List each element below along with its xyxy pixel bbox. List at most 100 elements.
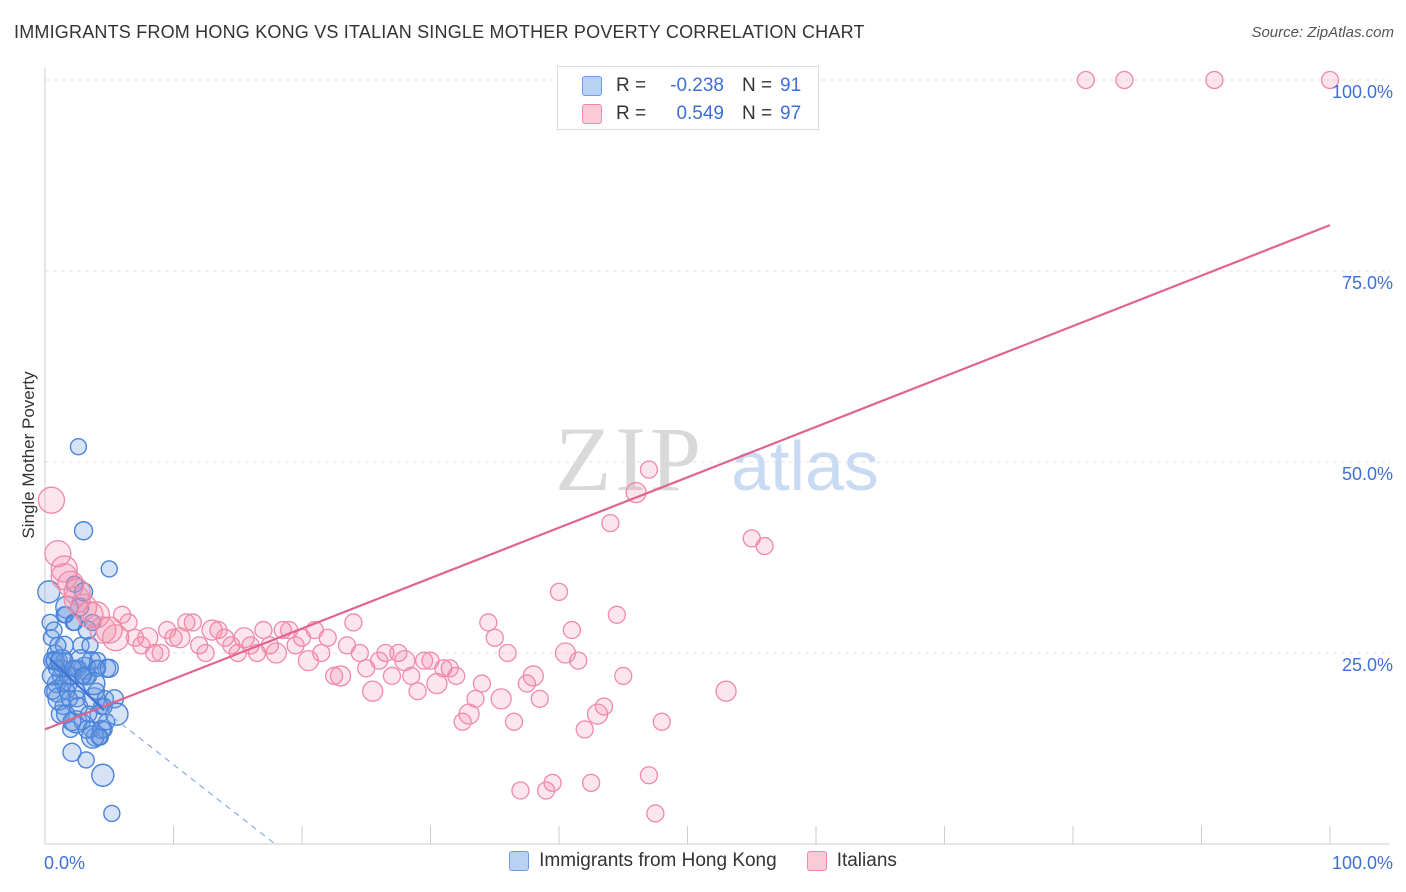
data-point-italians bbox=[324, 666, 344, 686]
data-point-italians bbox=[50, 562, 78, 591]
y-tick-label: 50.0% bbox=[1342, 464, 1393, 484]
data-point-italians bbox=[382, 666, 402, 686]
y-tick-label: 100.0% bbox=[1332, 82, 1393, 102]
stats-row-hong-kong: R = -0.238 N = 91 bbox=[582, 71, 801, 101]
watermark-zip: ZIP bbox=[555, 408, 705, 510]
trend-line-italians bbox=[44, 224, 1331, 731]
data-point-italians bbox=[498, 643, 517, 663]
y-axis-label: Single Mother Poverty bbox=[19, 371, 38, 539]
data-point-italians bbox=[575, 720, 594, 739]
data-point-hong-kong bbox=[74, 667, 93, 685]
data-point-hong-kong bbox=[100, 560, 118, 578]
y-tick-label: 25.0% bbox=[1342, 655, 1393, 675]
data-point-italians bbox=[447, 666, 466, 686]
data-point-hong-kong bbox=[65, 613, 84, 632]
data-point-italians bbox=[715, 680, 737, 702]
data-point-italians bbox=[562, 620, 581, 640]
stats-swatch-hong-kong bbox=[582, 76, 602, 96]
data-point-italians bbox=[312, 643, 331, 663]
watermark-atlas: atlas bbox=[731, 427, 879, 505]
data-point-italians bbox=[1115, 70, 1134, 90]
trend-line-hong-kong bbox=[49, 658, 105, 712]
y-tick-label: 75.0% bbox=[1342, 273, 1393, 293]
n-value: 97 bbox=[780, 103, 802, 124]
data-point-italians bbox=[755, 536, 774, 556]
data-point-italians bbox=[164, 628, 183, 647]
legend: Immigrants from Hong Kong Italians bbox=[0, 850, 1406, 872]
data-point-italians bbox=[511, 781, 530, 800]
data-point-italians bbox=[466, 689, 485, 708]
data-point-italians bbox=[490, 688, 512, 710]
data-point-italians bbox=[1205, 70, 1224, 90]
chart-title: IMMIGRANTS FROM HONG KONG VS ITALIAN SIN… bbox=[14, 22, 865, 42]
trend-extension-hong-kong bbox=[103, 709, 276, 845]
data-point-hong-kong bbox=[103, 804, 121, 823]
data-point-italians bbox=[607, 605, 626, 624]
data-point-italians bbox=[1076, 70, 1095, 90]
series-hong-kong bbox=[37, 438, 129, 823]
data-point-hong-kong bbox=[77, 751, 95, 769]
data-point-italians bbox=[504, 712, 524, 731]
x-tick-label: 100.0% bbox=[1332, 853, 1393, 873]
data-point-italians bbox=[402, 666, 421, 686]
data-point-hong-kong bbox=[73, 521, 94, 541]
data-point-hong-kong bbox=[99, 658, 119, 678]
trend-lines bbox=[44, 224, 1331, 845]
data-point-italians bbox=[329, 665, 352, 687]
r-label: R = bbox=[616, 75, 647, 96]
data-point-italians bbox=[569, 651, 588, 670]
data-point-italians bbox=[639, 766, 659, 785]
data-point-hong-kong bbox=[91, 763, 115, 787]
data-point-italians bbox=[119, 613, 138, 632]
data-point-italians bbox=[63, 585, 91, 614]
data-point-hong-kong bbox=[69, 438, 88, 456]
data-point-italians bbox=[485, 628, 504, 647]
legend-swatch-italians bbox=[806, 851, 827, 871]
legend-label-italians: Italians bbox=[836, 850, 897, 871]
data-point-italians bbox=[89, 616, 117, 644]
data-point-italians bbox=[350, 643, 369, 663]
data-point-italians bbox=[652, 712, 671, 731]
data-point-italians bbox=[102, 624, 130, 652]
n-value: 91 bbox=[780, 75, 802, 96]
data-point-italians bbox=[549, 582, 569, 602]
data-point-hong-kong bbox=[45, 621, 63, 639]
r-label: R = bbox=[616, 103, 647, 124]
data-point-hong-kong bbox=[82, 671, 106, 696]
data-point-italians bbox=[151, 643, 170, 663]
data-point-hong-kong bbox=[62, 742, 82, 763]
data-point-hong-kong bbox=[44, 682, 62, 700]
data-point-italians bbox=[646, 804, 665, 823]
data-point-italians bbox=[594, 697, 614, 716]
legend-label-hong-kong: Immigrants from Hong Kong bbox=[539, 850, 777, 871]
data-point-italians bbox=[50, 555, 78, 583]
data-point-italians bbox=[362, 680, 384, 702]
x-tick-labels: 0.0% 100.0% bbox=[44, 853, 1393, 873]
data-point-italians bbox=[581, 773, 601, 793]
data-point-italians bbox=[614, 666, 633, 686]
data-point-italians bbox=[408, 682, 427, 701]
data-point-italians bbox=[472, 674, 492, 693]
data-point-italians bbox=[254, 620, 273, 640]
data-point-italians bbox=[37, 486, 66, 514]
stats-box: R = -0.238 N = 91 R = 0.549 N = 97 bbox=[557, 66, 819, 130]
r-value: -0.238 bbox=[670, 75, 724, 96]
data-point-italians bbox=[1320, 70, 1340, 90]
data-point-italians bbox=[376, 643, 395, 663]
legend-swatch-hong-kong bbox=[509, 851, 530, 871]
data-point-italians bbox=[265, 642, 287, 664]
data-point-italians bbox=[177, 613, 196, 632]
data-point-italians bbox=[530, 689, 549, 708]
data-point-italians bbox=[522, 665, 544, 687]
data-point-italians bbox=[601, 513, 620, 533]
legend-item-italians[interactable]: Italians bbox=[806, 850, 897, 872]
stats-row-italians: R = 0.549 N = 97 bbox=[582, 99, 801, 129]
data-point-italians bbox=[183, 613, 202, 632]
legend-item-hong-kong[interactable]: Immigrants from Hong Kong bbox=[509, 850, 777, 872]
axes bbox=[44, 68, 1390, 845]
n-label: N = bbox=[742, 75, 773, 96]
data-point-italians bbox=[414, 651, 434, 670]
data-point-italians bbox=[639, 460, 659, 479]
data-point-italians bbox=[318, 628, 337, 647]
